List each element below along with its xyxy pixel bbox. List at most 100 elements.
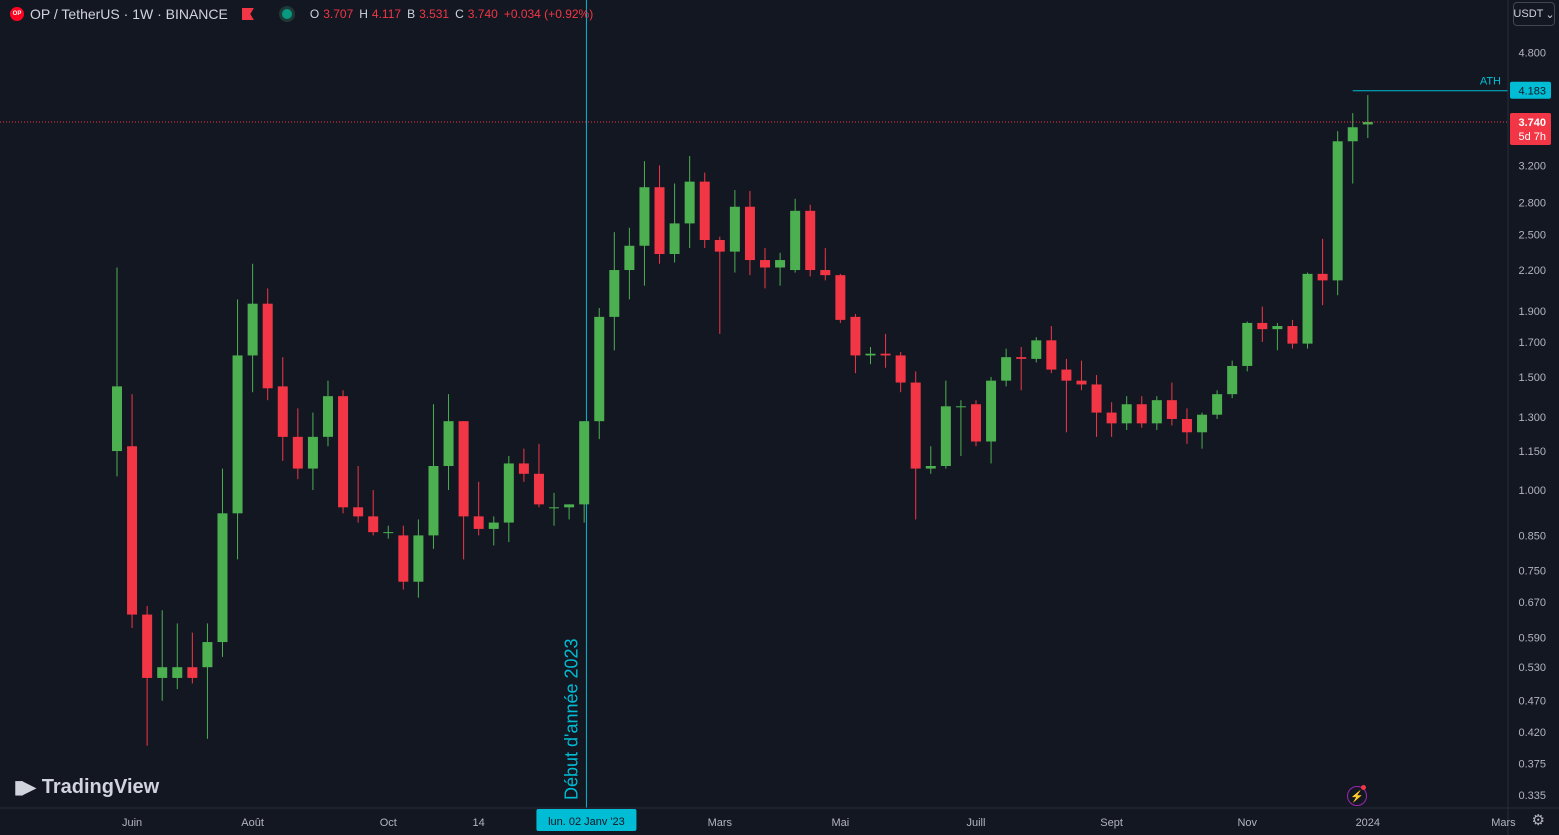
- tradingview-logo[interactable]: ▮▶ TradingView: [14, 776, 159, 799]
- candle-body: [1242, 322, 1253, 366]
- market-status-icon[interactable]: [281, 9, 292, 19]
- candle: [1212, 390, 1223, 419]
- ath-price-value: 4.183: [1518, 86, 1546, 98]
- candle: [1151, 396, 1162, 431]
- chart-header: OP OP / TetherUS · 1W · BINANCE O 3.707 H…: [10, 4, 595, 24]
- candle: [835, 273, 846, 323]
- low-value: 3.531: [419, 7, 450, 21]
- candle: [1181, 408, 1192, 444]
- candle: [1317, 238, 1328, 306]
- candle: [127, 394, 138, 628]
- candle: [368, 490, 379, 536]
- candle-body: [639, 187, 650, 246]
- candle: [1242, 321, 1253, 372]
- candle-body: [850, 316, 861, 356]
- candle: [262, 288, 273, 401]
- candle: [458, 421, 469, 560]
- candle: [338, 390, 349, 514]
- candle: [473, 481, 484, 536]
- candle: [1197, 412, 1208, 449]
- candle-body: [714, 240, 725, 252]
- price-tick-label: 0.850: [1518, 530, 1546, 542]
- ath-label: ATH: [1480, 76, 1501, 88]
- candle: [669, 183, 680, 263]
- candle: [729, 190, 740, 273]
- candles: [112, 95, 1373, 746]
- candle: [217, 468, 228, 657]
- candle-body: [458, 421, 469, 517]
- candle: [1121, 396, 1132, 431]
- candle: [986, 376, 997, 464]
- candle: [639, 161, 650, 286]
- candle-body: [970, 404, 981, 442]
- candle: [247, 263, 258, 393]
- candle: [895, 352, 906, 393]
- candle-body: [262, 303, 273, 389]
- year-start-label: Début d'année 2023: [561, 638, 581, 800]
- symbol-title[interactable]: OP / TetherUS · 1W · BINANCE: [30, 6, 228, 22]
- gear-icon[interactable]: ⚙: [1531, 812, 1545, 829]
- change-value: +0.034 (+0.92%): [503, 7, 594, 21]
- time-tick-label: Nov: [1237, 817, 1257, 829]
- flag-icon[interactable]: [241, 8, 254, 20]
- candle-body: [1016, 357, 1027, 359]
- candle: [1257, 306, 1268, 342]
- candle: [790, 198, 801, 273]
- candle-body: [368, 516, 379, 533]
- candle: [654, 165, 665, 264]
- candle: [624, 227, 635, 300]
- time-axis[interactable]: Juin Août Oct 14 Mars Mai Juill Sept Nov 2024 Mars: [0, 807, 1559, 829]
- candle-body: [549, 507, 560, 509]
- candle-body: [910, 382, 921, 469]
- candle: [112, 267, 122, 477]
- candle-body: [760, 260, 771, 268]
- candle-body: [729, 206, 740, 252]
- candle: [1166, 382, 1177, 426]
- candle: [518, 448, 529, 482]
- candle-body: [1151, 400, 1162, 424]
- candle-body: [307, 436, 318, 469]
- candle-body: [533, 473, 544, 505]
- candle: [1287, 319, 1298, 349]
- candle: [1302, 272, 1313, 349]
- candle-body: [986, 380, 997, 442]
- candle: [880, 333, 891, 368]
- candle-body: [1302, 273, 1313, 344]
- price-tick-label: 1.150: [1518, 446, 1546, 458]
- price-tick-label: 1.900: [1518, 306, 1546, 318]
- candle: [142, 605, 153, 746]
- ohlc-values: O 3.707 H 4.117 B 3.531 C 3.740 +0.034 (+0.9…: [310, 7, 595, 21]
- candle: [1031, 337, 1042, 363]
- currency-selector-button[interactable]: USDT ⌄: [1513, 2, 1555, 26]
- candle: [1136, 396, 1147, 428]
- time-tick-label: 14: [473, 817, 485, 829]
- candle: [1332, 131, 1343, 296]
- high-label: H: [359, 7, 368, 21]
- candle: [187, 632, 198, 684]
- price-tick-label: 2.200: [1518, 265, 1546, 277]
- price-tick-label: 0.750: [1518, 565, 1546, 577]
- candle-body: [895, 355, 906, 383]
- candle-body: [157, 667, 168, 678]
- candle: [1106, 402, 1117, 437]
- time-tick-label: 2024: [1356, 817, 1380, 829]
- flash-icon[interactable]: ⚡: [1347, 786, 1367, 806]
- price-axis[interactable]: 4.800 3.200 2.800 2.500 2.200 1.900 1.700 1.500…: [1507, 0, 1546, 835]
- candle-body: [398, 535, 409, 582]
- candle-body: [1136, 404, 1147, 424]
- candle: [1272, 322, 1283, 351]
- low-label: B: [407, 7, 416, 21]
- price-tick-label: 1.700: [1518, 337, 1546, 349]
- candle: [1091, 375, 1102, 437]
- tradingview-wordmark: TradingView: [41, 776, 160, 798]
- price-tick-label: 0.590: [1518, 632, 1546, 644]
- candle-body: [684, 181, 695, 224]
- last-price-badge: [1510, 112, 1551, 145]
- candle-body: [503, 463, 514, 523]
- candle-body: [805, 210, 816, 271]
- candle-body: [217, 513, 228, 643]
- marker-date-label: lun. 02 Janv '23: [548, 816, 625, 828]
- candle-body: [353, 507, 364, 517]
